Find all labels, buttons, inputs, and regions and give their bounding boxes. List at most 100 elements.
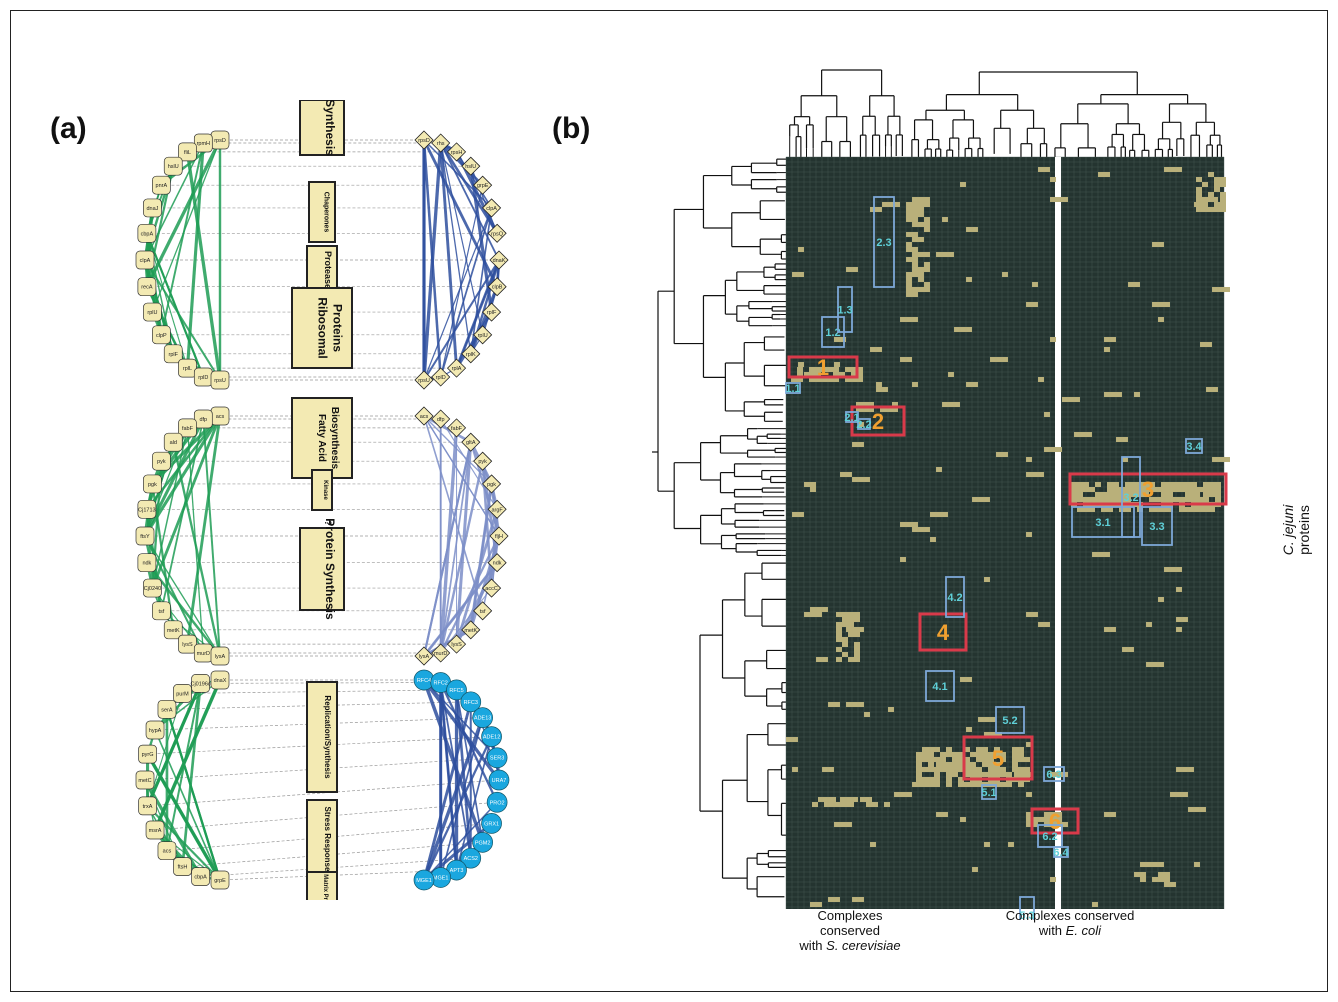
- left-node: ftsY: [135, 526, 155, 546]
- heat-hit: [809, 367, 815, 372]
- left-node-label: hslU: [168, 164, 179, 170]
- heat-hit: [906, 282, 912, 287]
- heat-hit: [836, 622, 842, 627]
- right-node: clpB: [487, 277, 507, 297]
- left-node: cbpA: [137, 223, 157, 243]
- heat-hit: [1077, 487, 1083, 492]
- sub-cluster-label: 3.3: [1149, 521, 1164, 533]
- heat-hit: [822, 767, 834, 772]
- left-node-label: Cj0196c: [190, 681, 210, 687]
- right-node-label: ADE12: [483, 735, 500, 741]
- heat-hit: [1026, 472, 1044, 477]
- heat-hit: [964, 782, 970, 787]
- sub-cluster-label: 3.4: [1186, 441, 1202, 453]
- right-edge: [423, 259, 500, 381]
- heat-hit: [916, 772, 922, 777]
- heat-hit: [860, 797, 866, 802]
- sub-cluster-box: [785, 382, 801, 394]
- heat-hit: [996, 452, 1008, 457]
- heat-hit: [1012, 767, 1018, 772]
- heat-hit: [1008, 842, 1014, 847]
- heat-hit: [1095, 497, 1101, 502]
- left-node-label: trxA: [143, 804, 153, 810]
- left-node: clpP: [152, 325, 171, 345]
- heat-hit: [928, 782, 934, 787]
- heat-hit: [934, 782, 940, 787]
- left-node-label: dnaX: [214, 678, 227, 684]
- category-label: Protein Synthesis: [323, 518, 337, 620]
- heat-hit: [1155, 507, 1161, 512]
- sub-cluster-box: [1185, 438, 1203, 454]
- main-cluster-6: 6: [1030, 807, 1080, 835]
- heat-hit: [886, 407, 892, 412]
- heat-hit: [940, 757, 946, 762]
- right-node-label: murD: [434, 651, 447, 657]
- heat-hit: [894, 792, 912, 797]
- heat-hit: [836, 802, 842, 807]
- right-node: rplD: [431, 367, 451, 387]
- heat-hit: [916, 767, 922, 772]
- heat-hit: [924, 217, 930, 222]
- left-node: rpmH: [193, 133, 213, 153]
- category-label: Biosynthesis: [329, 407, 340, 470]
- heat-hit: [946, 777, 952, 782]
- sub-cluster-box: [1121, 456, 1141, 538]
- right-node-shape: [446, 418, 467, 438]
- heat-hit: [1018, 747, 1024, 752]
- right-node-shape: [489, 250, 509, 270]
- right-edge: [439, 535, 501, 654]
- left-node: ndk: [137, 553, 157, 573]
- right-node: GRX1: [481, 813, 502, 834]
- heat-hit: [982, 747, 988, 752]
- heat-hit: [966, 227, 978, 232]
- right-edge: [439, 142, 500, 261]
- right-node-shape: [489, 526, 509, 546]
- left-edge: [146, 683, 202, 807]
- heat-hit: [1018, 767, 1024, 772]
- category-box: Replication/Synthesis: [306, 681, 338, 793]
- heat-hit: [930, 537, 936, 542]
- right-node-label: dnaK: [493, 258, 506, 264]
- heatmap-grid: [785, 156, 1230, 909]
- category-box: Chaperones: [308, 181, 336, 243]
- right-node: lysS: [446, 634, 467, 654]
- heat-hit: [1143, 492, 1149, 497]
- heat-hit: [912, 272, 918, 277]
- heat-hit: [804, 482, 816, 487]
- heat-hit: [1026, 792, 1032, 797]
- heat-hit: [934, 777, 940, 782]
- figure-frame: [10, 10, 1328, 992]
- heat-hit: [1032, 822, 1038, 827]
- heat-hit: [1191, 507, 1197, 512]
- heat-hit: [854, 652, 860, 657]
- left-node-shape: [173, 857, 192, 876]
- left-edge: [181, 683, 202, 867]
- heat-hit: [1038, 817, 1044, 822]
- heat-hit: [966, 382, 978, 387]
- heat-hit: [1220, 177, 1226, 182]
- heat-hit: [1214, 187, 1220, 192]
- left-edge: [145, 232, 205, 378]
- heat-hit: [1018, 752, 1024, 757]
- main-cluster-label: 3: [1142, 477, 1154, 502]
- heat-hit: [958, 777, 964, 782]
- heat-hit: [1152, 862, 1164, 867]
- heat-hit: [792, 272, 804, 277]
- heat-hit: [836, 647, 842, 652]
- sub-cluster-label: 3.2: [1123, 492, 1138, 504]
- left-node-shape: [157, 841, 177, 861]
- heat-hit: [842, 637, 848, 642]
- heat-hit: [1191, 482, 1197, 487]
- right-node-label: tsf: [480, 609, 486, 615]
- left-edge: [146, 753, 222, 881]
- heat-hit: [946, 782, 952, 787]
- heat-hit: [840, 472, 852, 477]
- heat-hit: [1212, 457, 1230, 462]
- panel-label-b: (b): [552, 112, 591, 145]
- left-edge: [186, 415, 222, 645]
- heat-hit: [1185, 492, 1191, 497]
- right-edge: [422, 139, 442, 378]
- heat-hit: [918, 207, 924, 212]
- sub-cluster-label: 4.2: [947, 592, 962, 604]
- heat-hit: [916, 777, 922, 782]
